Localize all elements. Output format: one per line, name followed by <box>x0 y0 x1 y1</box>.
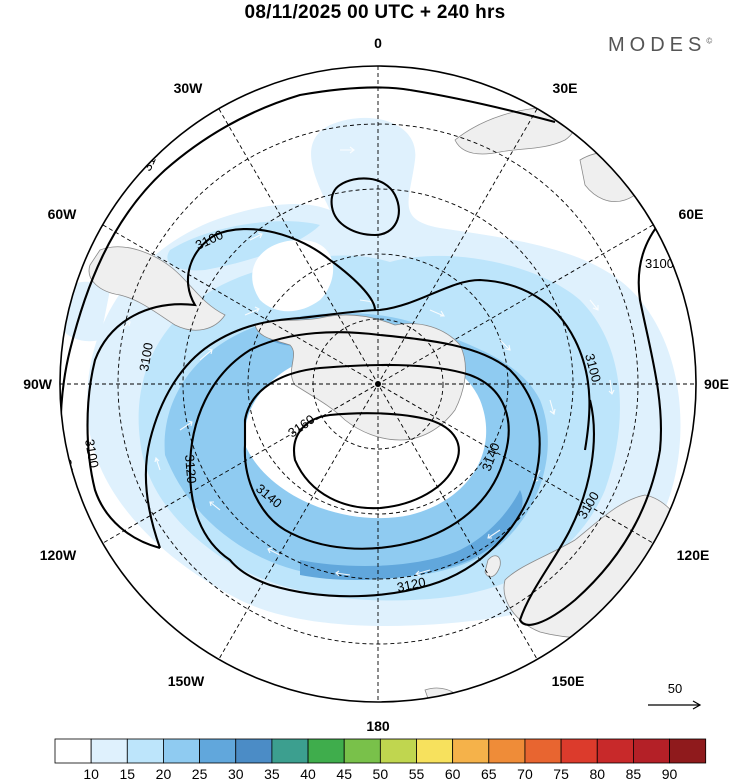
colorbar-labels: 10 15 20 25 30 35 40 45 50 55 60 65 70 75 80 85 90 <box>83 766 677 782</box>
longitude-labels: 0 180 90W 90E 30W 30E 60W 60E 120W 120E … <box>23 35 729 734</box>
lon-label-90w: 90W <box>23 376 53 392</box>
contour-label: 3100 <box>582 352 604 384</box>
contour-3140 <box>243 363 510 550</box>
contour-3120 <box>188 331 541 598</box>
wind-reference-arrowhead <box>692 700 702 710</box>
colorbar-label: 45 <box>336 766 352 782</box>
colorbar-cell <box>669 738 707 764</box>
calm-core-north <box>252 240 334 312</box>
contour-3160 <box>293 412 460 510</box>
colorbar-cell <box>307 738 345 764</box>
colorbar-cell <box>343 738 381 764</box>
colorbar-label: 25 <box>192 766 208 782</box>
colorbar-cell <box>633 738 670 764</box>
contour-label: 3100 <box>136 341 156 372</box>
colorbar-label: 20 <box>156 766 172 782</box>
pole-marker <box>375 381 381 387</box>
colorbar-label: 65 <box>481 766 497 782</box>
colorbar-cells <box>54 738 707 764</box>
colorbar: 10 15 20 25 30 35 40 45 50 55 60 65 70 75 80 85 90 <box>54 738 707 782</box>
contour-label: 3100 <box>645 256 674 271</box>
contour-3100-outer-east <box>518 219 663 626</box>
lon-label-180: 180 <box>366 718 390 734</box>
colorbar-label: 35 <box>264 766 280 782</box>
copyright-mark: © <box>706 36 713 46</box>
contour-label: 3120 <box>182 454 199 484</box>
contour-label: 3100 <box>82 438 102 469</box>
wind-reference-label: 50 <box>668 681 682 696</box>
colorbar-cell <box>271 738 309 764</box>
lon-label-90e: 90E <box>704 376 729 392</box>
colorbar-cell <box>488 738 526 764</box>
southern-africa-land <box>579 151 645 202</box>
colorbar-cell <box>379 738 417 764</box>
colorbar-label: 10 <box>83 766 99 782</box>
new-zealand-land <box>484 555 501 578</box>
colorbar-label: 70 <box>517 766 533 782</box>
brand-name: MODES <box>608 34 707 56</box>
lon-label-150e: 150E <box>552 673 585 689</box>
contour-3100-outer-north <box>409 88 556 124</box>
colorbar-cell <box>126 738 164 764</box>
lon-label-30e: 30E <box>553 80 578 96</box>
colorbar-cell <box>524 738 562 764</box>
colorbar-label: 90 <box>662 766 678 782</box>
colorbar-cell <box>560 738 598 764</box>
colorbar-label: 60 <box>445 766 461 782</box>
lon-label-30w: 30W <box>174 80 204 96</box>
colorbar-cell <box>452 738 490 764</box>
contour-3100-loop <box>86 228 377 550</box>
colorbar-label: 55 <box>409 766 425 782</box>
colorbar-label: 85 <box>626 766 642 782</box>
colorbar-cell <box>235 738 273 764</box>
map-disk: 3100 3100 3100 3100 3100 3100 3100 3100 … <box>60 66 696 702</box>
contour-3100-ridge <box>144 278 591 549</box>
map-border <box>59 65 697 703</box>
colorbar-cell <box>54 738 92 764</box>
colorbar-label: 30 <box>228 766 244 782</box>
lon-label-150w: 150W <box>168 673 205 689</box>
south-america-land <box>88 246 226 331</box>
contour-label: 3100 <box>139 141 165 174</box>
colorbar-cell <box>416 738 454 764</box>
contour-label: 3120 <box>396 574 427 595</box>
colorbar-label: 75 <box>553 766 569 782</box>
wind-vectors <box>119 146 615 577</box>
colorbar-label: 15 <box>120 766 136 782</box>
map-title: 08/11/2025 00 UTC + 240 hrs <box>244 2 506 23</box>
colorbar-cell <box>90 738 128 764</box>
lon-label-60w: 60W <box>48 206 78 222</box>
wind-reference: 50 <box>648 681 702 710</box>
colorbar-label: 40 <box>300 766 316 782</box>
colorbar-label: 80 <box>589 766 605 782</box>
lon-label-60e: 60E <box>679 206 704 222</box>
lon-label-120w: 120W <box>40 547 77 563</box>
lon-label-120e: 120E <box>677 547 710 563</box>
contour-3100-closed-high <box>330 177 400 237</box>
colorbar-label: 50 <box>373 766 389 782</box>
brand-logo: MODES© <box>608 34 712 57</box>
colorbar-cell <box>596 738 634 764</box>
lon-label-0: 0 <box>374 35 382 51</box>
colorbar-cell <box>163 738 200 764</box>
colorbar-cell <box>199 738 237 764</box>
